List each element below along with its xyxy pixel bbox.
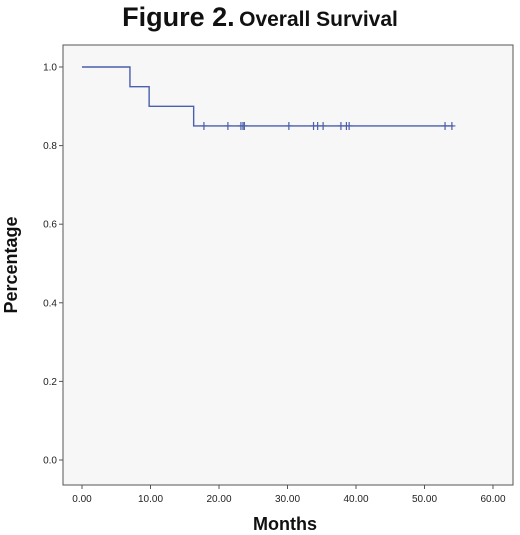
y-tick-label: 1.0 xyxy=(43,63,57,74)
figure-label: Figure 2. xyxy=(122,2,235,32)
censor-mark xyxy=(345,121,353,130)
chart-subtitle: Overall Survival xyxy=(239,8,398,31)
censor-mark xyxy=(319,121,327,130)
y-tick-label: 0.0 xyxy=(43,456,57,467)
y-tick-label: 0.2 xyxy=(43,377,57,388)
x-tick-label: 50.00 xyxy=(412,494,437,505)
x-tick-label: 10.00 xyxy=(138,494,163,505)
y-tick-label: 0.4 xyxy=(43,298,57,309)
censor-mark xyxy=(224,121,232,130)
x-tick-label: 30.00 xyxy=(275,494,300,505)
censor-mark xyxy=(448,121,456,130)
y-axis: 0.0 0.2 0.4 0.6 0.8 1.0 xyxy=(43,63,63,467)
x-tick-label: 60.00 xyxy=(480,494,505,505)
y-tick-label: 0.6 xyxy=(43,220,57,231)
x-tick-label: 0.00 xyxy=(72,494,92,505)
y-tick-label: 0.8 xyxy=(43,141,57,152)
survival-step-line xyxy=(82,66,454,127)
plot-area xyxy=(62,44,514,486)
x-axis-title: Months xyxy=(253,514,317,534)
y-axis-title: Percentage xyxy=(1,216,21,313)
chart-title: Figure 2. Overall Survival xyxy=(0,2,520,33)
x-tick-label: 20.00 xyxy=(206,494,231,505)
censor-mark xyxy=(200,121,208,130)
survival-series xyxy=(82,66,456,130)
censor-mark xyxy=(441,121,449,130)
censor-mark xyxy=(240,121,248,130)
x-axis: 0.00 10.00 20.00 30.00 40.00 50.00 60.00 xyxy=(72,485,506,505)
x-tick-label: 40.00 xyxy=(343,494,368,505)
censor-mark xyxy=(285,121,293,130)
